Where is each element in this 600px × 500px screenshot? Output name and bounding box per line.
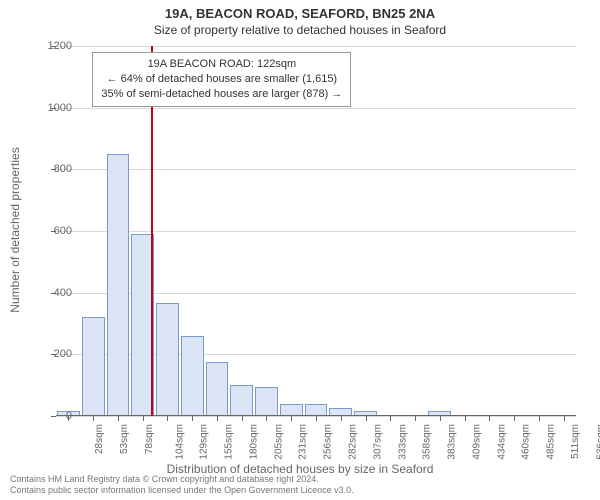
x-tick-label: 333sqm <box>397 424 408 460</box>
x-tick-label: 282sqm <box>348 424 359 460</box>
x-tick-mark <box>564 416 565 421</box>
histogram-bar <box>156 303 179 416</box>
y-tick-label: 1000 <box>32 102 72 114</box>
x-tick-label: 78sqm <box>144 424 155 454</box>
x-tick-mark <box>143 416 144 421</box>
x-tick-mark <box>242 416 243 421</box>
y-tick-label: 1200 <box>32 40 72 52</box>
histogram-bar <box>181 336 204 416</box>
info-box: 19A BEACON ROAD: 122sqm ← 64% of detache… <box>92 52 351 107</box>
x-tick-mark <box>440 416 441 421</box>
x-tick-label: 485sqm <box>546 424 557 460</box>
histogram-bar <box>206 362 229 416</box>
footer-line-1: Contains HM Land Registry data © Crown c… <box>10 474 354 485</box>
info-line-2: ← 64% of detached houses are smaller (1,… <box>101 72 342 87</box>
x-tick-mark <box>489 416 490 421</box>
x-tick-label: 104sqm <box>174 424 185 460</box>
page-title: 19A, BEACON ROAD, SEAFORD, BN25 2NA <box>0 0 600 21</box>
x-tick-mark <box>316 416 317 421</box>
x-tick-mark <box>465 416 466 421</box>
x-tick-label: 155sqm <box>224 424 235 460</box>
x-tick-mark <box>93 416 94 421</box>
y-tick-label: 200 <box>32 348 72 360</box>
y-tick-label: 400 <box>32 287 72 299</box>
x-tick-mark <box>167 416 168 421</box>
histogram-bar <box>255 387 278 416</box>
x-tick-label: 409sqm <box>471 424 482 460</box>
x-tick-mark <box>291 416 292 421</box>
x-tick-mark <box>341 416 342 421</box>
x-tick-label: 460sqm <box>521 424 532 460</box>
histogram-bar <box>107 154 130 416</box>
x-tick-mark <box>192 416 193 421</box>
x-tick-label: 53sqm <box>119 424 130 454</box>
info-line-1: 19A BEACON ROAD: 122sqm <box>101 57 342 72</box>
x-tick-mark <box>118 416 119 421</box>
x-tick-label: 536sqm <box>595 424 600 460</box>
x-tick-label: 358sqm <box>422 424 433 460</box>
x-tick-mark <box>539 416 540 421</box>
x-tick-mark <box>415 416 416 421</box>
page-subtitle: Size of property relative to detached ho… <box>0 21 600 37</box>
x-tick-label: 256sqm <box>323 424 334 460</box>
plot-area: 19A BEACON ROAD: 122sqm ← 64% of detache… <box>56 46 576 416</box>
x-tick-label: 231sqm <box>298 424 309 460</box>
histogram-bar <box>82 317 105 416</box>
histogram-bar <box>230 385 253 416</box>
y-tick-label: 600 <box>32 225 72 237</box>
info-line-3: 35% of semi-detached houses are larger (… <box>101 87 342 102</box>
x-tick-label: 511sqm <box>570 424 581 459</box>
y-tick-label: 800 <box>32 163 72 175</box>
x-tick-label: 307sqm <box>372 424 383 460</box>
x-tick-mark <box>366 416 367 421</box>
x-tick-mark <box>390 416 391 421</box>
x-tick-label: 28sqm <box>94 424 105 454</box>
x-tick-label: 434sqm <box>496 424 507 460</box>
x-tick-label: 129sqm <box>199 424 210 460</box>
x-tick-mark <box>217 416 218 421</box>
footer-line-2: Contains public sector information licen… <box>10 485 354 496</box>
x-tick-mark <box>266 416 267 421</box>
x-tick-label: 180sqm <box>249 424 260 460</box>
y-axis-title: Number of detached properties <box>8 147 22 312</box>
x-tick-mark <box>514 416 515 421</box>
y-tick-label: 0 <box>32 410 72 422</box>
footer: Contains HM Land Registry data © Crown c… <box>10 474 354 496</box>
x-tick-label: 383sqm <box>447 424 458 460</box>
chart-container: 19A, BEACON ROAD, SEAFORD, BN25 2NA Size… <box>0 0 600 500</box>
x-tick-label: 205sqm <box>273 424 284 460</box>
